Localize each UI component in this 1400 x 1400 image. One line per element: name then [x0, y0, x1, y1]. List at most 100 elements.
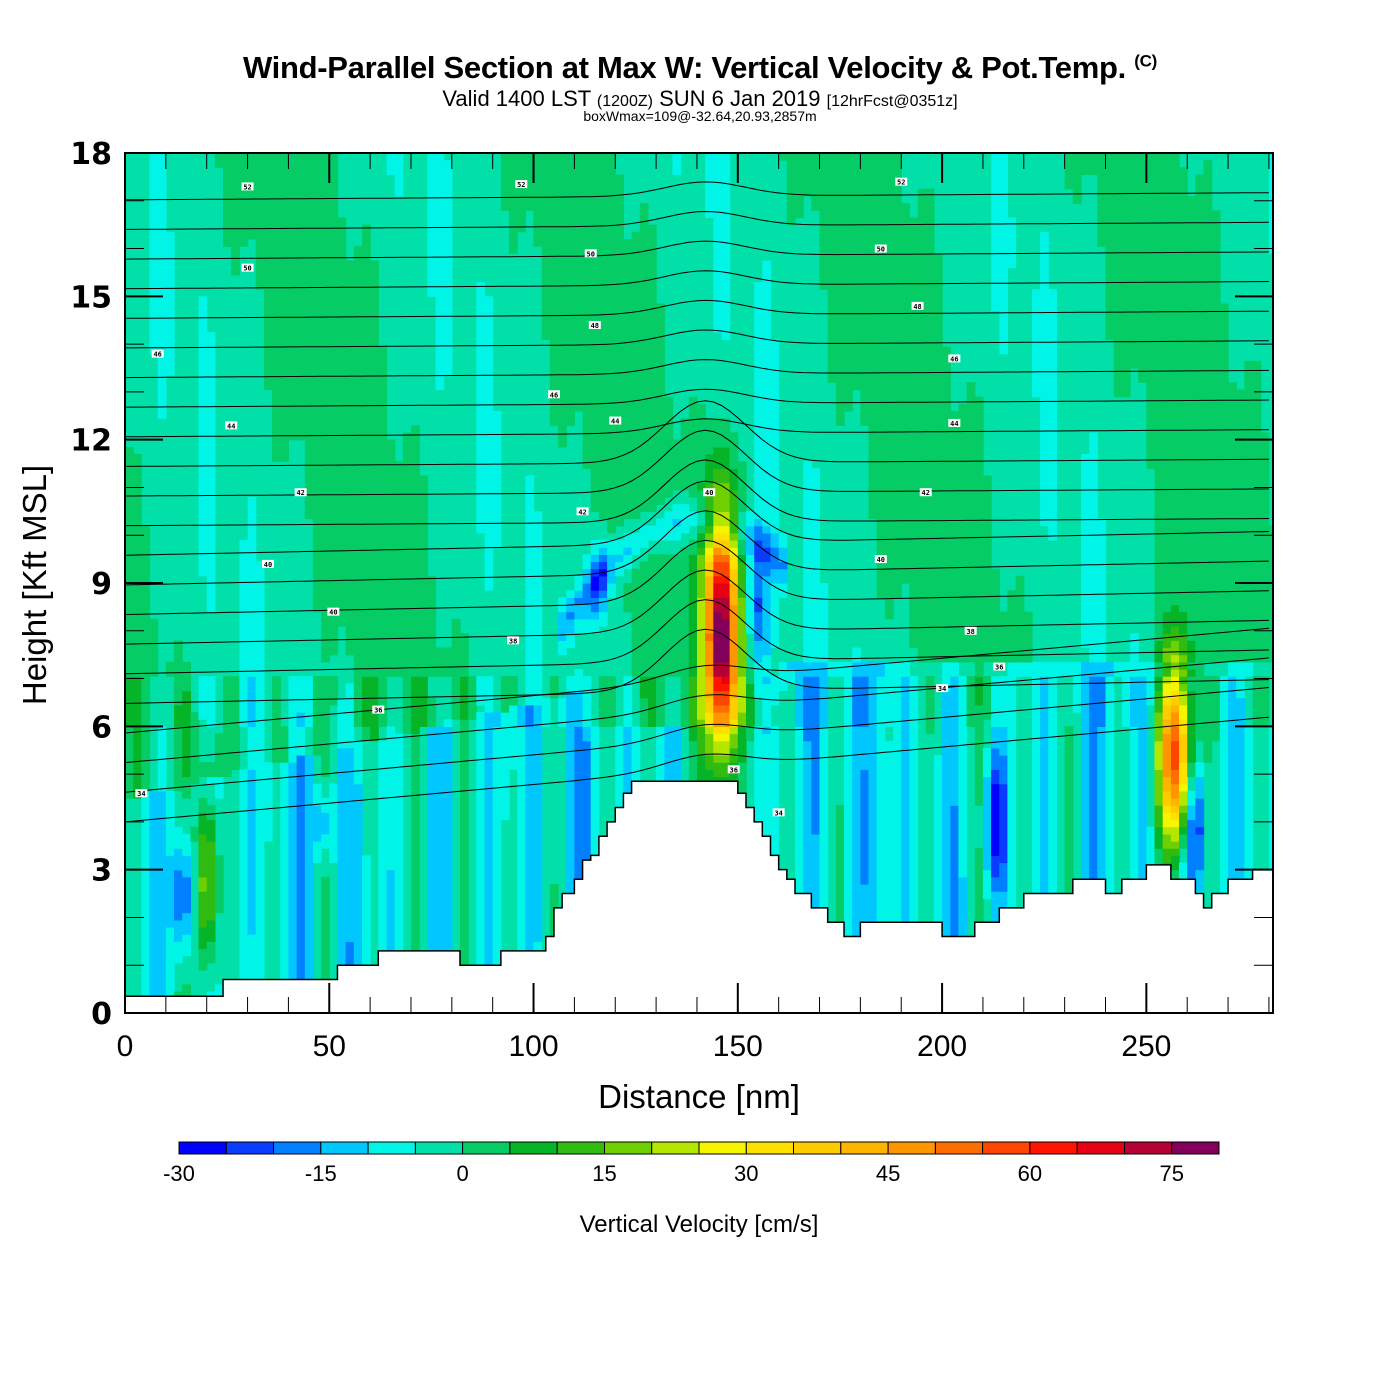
field-cell — [737, 461, 747, 512]
field-cell — [582, 726, 592, 742]
field-cell — [647, 554, 657, 677]
field-cell — [1170, 841, 1180, 849]
field-cell — [697, 755, 706, 806]
field-cell — [811, 468, 821, 663]
colorbar-title: Vertical Velocity [cm/s] — [580, 1211, 819, 1238]
contour-label-bg — [727, 765, 740, 774]
field-cell — [312, 805, 322, 842]
contour-label: 40 — [327, 607, 340, 617]
field-cell — [394, 733, 404, 1013]
field-cell — [206, 776, 216, 785]
field-cell — [991, 153, 1000, 312]
field-cell — [893, 153, 902, 598]
field-cell — [1081, 661, 1090, 1013]
field-cell — [958, 403, 968, 663]
field-cell — [615, 554, 624, 563]
contour-label-text: 44 — [950, 420, 958, 428]
field-cell — [942, 346, 951, 663]
field-cell — [517, 704, 526, 727]
field-cell — [991, 891, 1000, 928]
field-cell — [697, 726, 706, 756]
field-cell — [590, 153, 600, 512]
colorbar-tick-label: 30 — [734, 1161, 758, 1186]
field-cell — [705, 755, 714, 770]
field-cell — [263, 762, 273, 842]
field-cell — [149, 790, 159, 1013]
colorbar-swatch — [320, 1141, 369, 1155]
field-cell — [770, 676, 780, 706]
field-cell — [206, 332, 216, 613]
field-cell — [950, 411, 960, 663]
y-tick-label: 3 — [91, 854, 112, 889]
field-cell — [754, 561, 763, 598]
field-cell — [1121, 153, 1131, 398]
chart-title-text: Wind-Parallel Section at Max W: Vertical… — [243, 50, 1126, 85]
field-cell — [933, 253, 943, 663]
field-cell — [1105, 676, 1115, 950]
field-cell — [574, 153, 584, 412]
field-cell — [884, 740, 894, 1013]
field-cell — [1040, 661, 1049, 677]
contour-label-text: 36 — [730, 766, 738, 774]
field-cell — [590, 590, 600, 598]
contour-label-bg — [874, 555, 887, 564]
field-cell — [558, 611, 567, 641]
contour-label: 50 — [874, 244, 887, 254]
theta-contour-line — [125, 329, 1269, 349]
field-cell — [1195, 826, 1205, 835]
field-cell — [974, 396, 984, 677]
field-cell — [566, 633, 575, 649]
field-cell — [1244, 661, 1254, 677]
field-cell — [590, 561, 600, 570]
field-cell — [729, 726, 739, 735]
field-cell — [582, 604, 592, 620]
field-cell — [1170, 676, 1180, 692]
field-cell — [1081, 153, 1090, 176]
contour-label: 44 — [948, 418, 961, 428]
field-cell — [819, 661, 829, 727]
field-cell — [533, 153, 543, 247]
y-tick-label: 12 — [70, 424, 112, 459]
contour-label-bg — [135, 789, 148, 798]
field-cell — [729, 489, 739, 534]
field-cell — [1162, 833, 1172, 849]
field-cell — [182, 912, 191, 935]
field-cell — [721, 561, 731, 577]
field-cell — [721, 762, 731, 778]
field-cell — [1187, 196, 1196, 641]
field-cell — [1097, 153, 1107, 247]
field-cell — [1170, 697, 1180, 706]
field-cell — [876, 676, 886, 1013]
theta-contour-line — [125, 388, 1269, 408]
field-cell — [901, 203, 910, 584]
field-cell — [460, 676, 469, 720]
field-cell — [1007, 217, 1017, 269]
field-cell — [656, 518, 665, 541]
field-cell — [672, 504, 682, 520]
field-cell — [705, 540, 714, 548]
field-cell — [1089, 153, 1098, 176]
field-cell — [982, 475, 992, 663]
field-cell — [729, 468, 739, 491]
field-cell — [312, 783, 322, 806]
field-cell — [1252, 360, 1262, 663]
contour-label-text: 50 — [587, 250, 595, 258]
field-cell — [721, 661, 731, 677]
field-cell — [1040, 676, 1049, 1013]
field-cell — [1130, 676, 1139, 727]
field-cell — [509, 704, 518, 770]
field-cell — [664, 511, 674, 541]
colorbar-swatch — [698, 1141, 747, 1155]
field-cell — [206, 762, 216, 778]
field-cell — [1015, 575, 1025, 663]
field-cell — [182, 776, 191, 799]
field-cell — [460, 719, 469, 1013]
field-cell — [353, 246, 363, 727]
field-cell — [206, 841, 216, 921]
field-cell — [353, 783, 363, 1013]
field-cell — [901, 661, 910, 677]
field-cell — [1105, 153, 1115, 340]
field-cell — [1170, 848, 1180, 856]
field-cell — [762, 561, 772, 577]
